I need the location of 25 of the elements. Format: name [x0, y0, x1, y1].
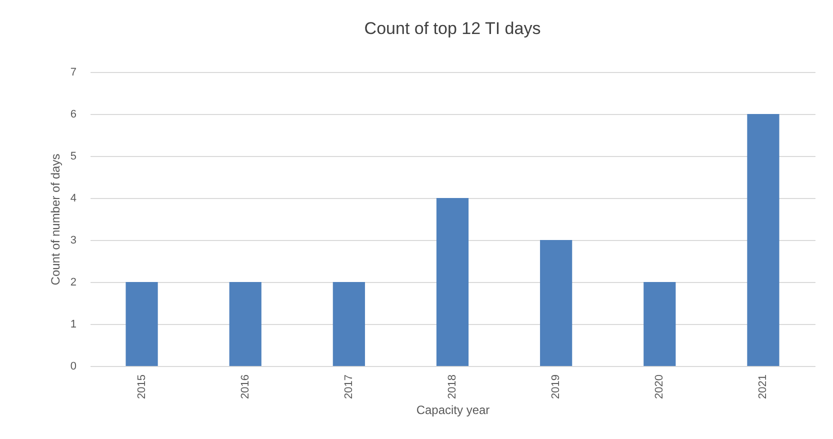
x-tick-label: 2016 [239, 374, 252, 399]
y-tick-label: 2 [70, 276, 76, 288]
y-tick-label: 4 [70, 192, 76, 204]
y-tick-label: 1 [70, 318, 76, 330]
y-tick-label: 7 [70, 66, 76, 78]
y-tick-label: 3 [70, 234, 76, 246]
bar [436, 198, 469, 366]
bar [229, 282, 262, 366]
x-tick-label: 2015 [136, 374, 148, 399]
bar [747, 114, 780, 366]
bar [332, 282, 365, 366]
x-tick-label: 2020 [654, 374, 666, 399]
bar [540, 240, 572, 366]
bar [126, 282, 158, 366]
x-axis-title: Capacity year [416, 402, 490, 417]
y-tick-label: 5 [70, 150, 76, 162]
y-tick-label: 0 [70, 360, 76, 372]
chart-title: Count of top 12 TI days [364, 19, 541, 38]
y-axis-title: Count of number of days [48, 154, 62, 286]
x-tick-label: 2017 [342, 374, 355, 399]
y-tick-label: 6 [70, 108, 76, 120]
x-tick-label: 2018 [446, 374, 458, 399]
x-tick-label: 2021 [757, 374, 770, 399]
x-tick-label: 2019 [550, 374, 562, 399]
bar [644, 282, 676, 366]
